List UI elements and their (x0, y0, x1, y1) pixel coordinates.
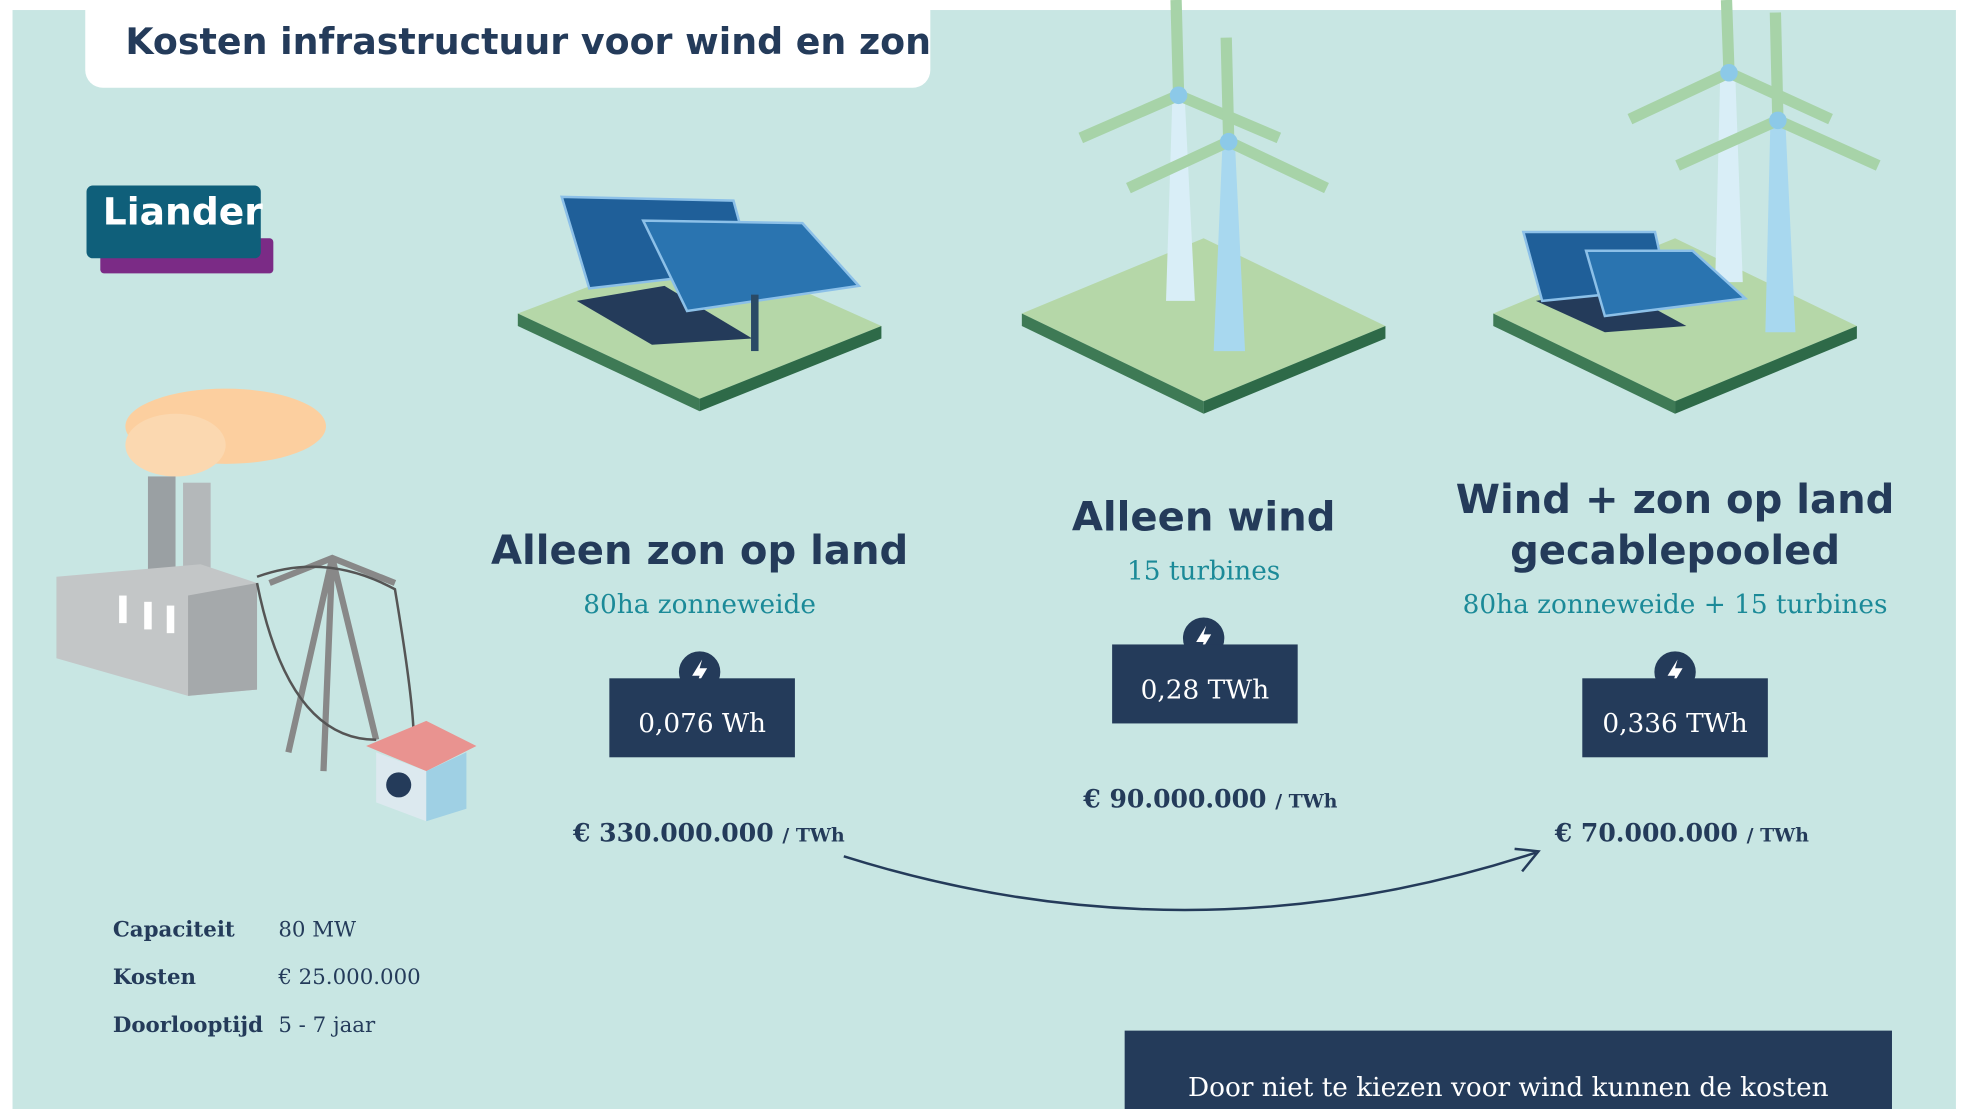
fact-label: Doorlooptijd (112, 1013, 263, 1039)
cost-value: € 330.000.000 (572, 817, 774, 848)
arrow-head (1514, 847, 1541, 873)
combined-illustration (1493, 0, 1881, 414)
cost: € 90.000.000 / TWh (1083, 784, 1337, 814)
note: Door niet te kiezen voor wind kunnen de … (1124, 1030, 1892, 1109)
wind-illustration (1021, 0, 1386, 414)
cost: € 330.000.000 / TWh (573, 817, 845, 847)
scenario-title: Alleen wind (1071, 492, 1336, 541)
scenario-subtitle: 15 turbines (1126, 555, 1281, 586)
logo-text: Liander (102, 190, 263, 235)
energy-box: 0,28 TWh (1112, 644, 1298, 724)
title-box (85, 0, 931, 88)
cost-value: € 70.000.000 (1554, 817, 1738, 848)
fact-value: 5 - 7 jaar (278, 1013, 376, 1039)
scenario-title: Wind + zon op land gecablepooled (1455, 475, 1895, 575)
scenario-title: Alleen zon op land (490, 526, 909, 575)
fact-label: Capaciteit (112, 917, 235, 943)
logo-box (86, 185, 261, 259)
cost-unit: / TWh (1275, 789, 1338, 813)
solar-illustration (517, 195, 882, 412)
cost: € 70.000.000 / TWh (1555, 817, 1809, 847)
cost-value: € 90.000.000 (1083, 783, 1267, 814)
fact-value: 80 MW (278, 917, 356, 943)
factory (56, 388, 477, 822)
cost-unit: / TWh (782, 823, 845, 847)
scenario-subtitle: 80ha zonneweide + 15 turbines (1462, 589, 1888, 620)
cost-unit: / TWh (1746, 823, 1809, 847)
energy-box: 0,076 Wh (609, 678, 795, 758)
arrow (843, 851, 1537, 912)
energy-box: 0,336 TWh (1582, 678, 1768, 758)
fact-value: € 25.000.000 (278, 965, 421, 991)
scenario-subtitle: 80ha zonneweide (583, 589, 816, 620)
fact-label: Kosten (112, 965, 197, 991)
title: Kosten infrastructuur voor wind en zon (125, 20, 932, 63)
